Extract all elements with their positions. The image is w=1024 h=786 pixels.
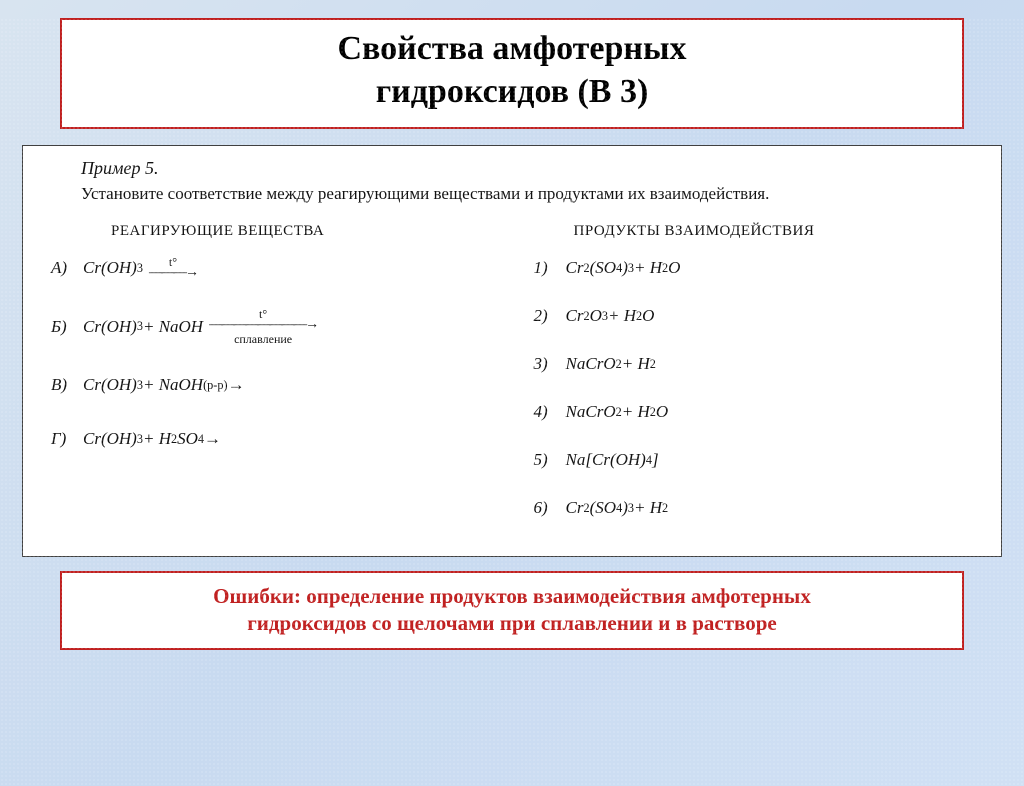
reactant-row: Г) Cr(OH)3 + H2SO4 → [51,425,494,453]
product-row: 3) NaCrO2 + H2 [534,350,973,378]
reactants-column: РЕАГИРУЮЩИЕ ВЕЩЕСТВА А) Cr(OH)3 t° ———→ … [51,223,494,542]
product-row: 4) NaCrO2 + H2O [534,398,973,426]
reactants-header: РЕАГИРУЮЩИЕ ВЕЩЕСТВА [111,223,494,240]
reactant-formula: Cr(OH)3 + H2SO4 → [83,429,221,449]
reactant-formula: Cr(OH)3 + NaOH t° ————————→ сплавление [83,308,323,345]
title-line-2: гидроксидов (В 3) [376,73,649,110]
title-panel: Свойства амфотерных гидроксидов (В 3) [60,18,964,129]
footer-line-1: Ошибки: определение продуктов взаимодейс… [213,584,811,608]
instruction-text: Установите соответствие между реагирующи… [81,183,973,205]
product-label: 2) [534,306,566,326]
content-panel: Пример 5. Установите соответствие между … [22,145,1002,557]
reactant-row: Б) Cr(OH)3 + NaOH t° ————————→ сплавлени… [51,308,494,345]
product-row: 1) Cr2(SO4)3 + H2O [534,254,973,282]
product-row: 5) Na[Cr(OH)4] [534,446,973,474]
reactant-row: В) Cr(OH)3 + NaOH(р-р) → [51,371,494,399]
title-line-1: Свойства амфотерных [338,30,687,67]
product-formula: Cr2(SO4)3 + H2 [566,498,669,518]
page-title: Свойства амфотерных гидроксидов (В 3) [72,28,952,113]
reactant-label: Г) [51,429,83,449]
arrow-shaft: ———→ [149,266,197,280]
product-formula: Na[Cr(OH)4] [566,450,659,470]
columns-wrapper: РЕАГИРУЮЩИЕ ВЕЩЕСТВА А) Cr(OH)3 t° ———→ … [51,223,973,542]
reactant-label: А) [51,258,83,278]
reactant-label: Б) [51,317,83,337]
footer-line-2: гидроксидов со щелочами при сплавлении и… [247,611,776,635]
reactants-list: А) Cr(OH)3 t° ———→ Б) Cr(OH)3 + NaOH t° … [51,254,494,453]
product-label: 5) [534,450,566,470]
reactant-formula: Cr(OH)3 t° ———→ [83,256,203,281]
product-formula: Cr2(SO4)3 + H2O [566,258,681,278]
arrow-shaft: ————————→ [209,318,317,332]
arrow-condition-below: сплавление [234,333,292,345]
product-label: 6) [534,498,566,518]
product-label: 1) [534,258,566,278]
footer-text: Ошибки: определение продуктов взаимодейс… [82,583,942,638]
reactant-formula: Cr(OH)3 + NaOH(р-р) → [83,375,245,395]
products-column: ПРОДУКТЫ ВЗАИМОДЕЙСТВИЯ 1) Cr2(SO4)3 + H… [534,223,973,542]
product-row: 2) Cr2O3 + H2O [534,302,973,330]
products-header: ПРОДУКТЫ ВЗАИМОДЕЙСТВИЯ [574,223,973,240]
example-label: Пример 5. [81,158,973,179]
product-formula: NaCrO2 + H2O [566,402,669,422]
products-list: 1) Cr2(SO4)3 + H2O 2) Cr2O3 + H2O 3) NaC… [534,254,973,522]
reaction-arrow: t° ———→ [149,256,197,281]
reaction-arrow: t° ————————→ сплавление [209,308,317,345]
product-formula: NaCrO2 + H2 [566,354,656,374]
product-label: 3) [534,354,566,374]
reactant-label: В) [51,375,83,395]
product-formula: Cr2O3 + H2O [566,306,655,326]
footer-panel: Ошибки: определение продуктов взаимодейс… [60,571,964,650]
product-row: 6) Cr2(SO4)3 + H2 [534,494,973,522]
reactant-row: А) Cr(OH)3 t° ———→ [51,254,494,282]
product-label: 4) [534,402,566,422]
